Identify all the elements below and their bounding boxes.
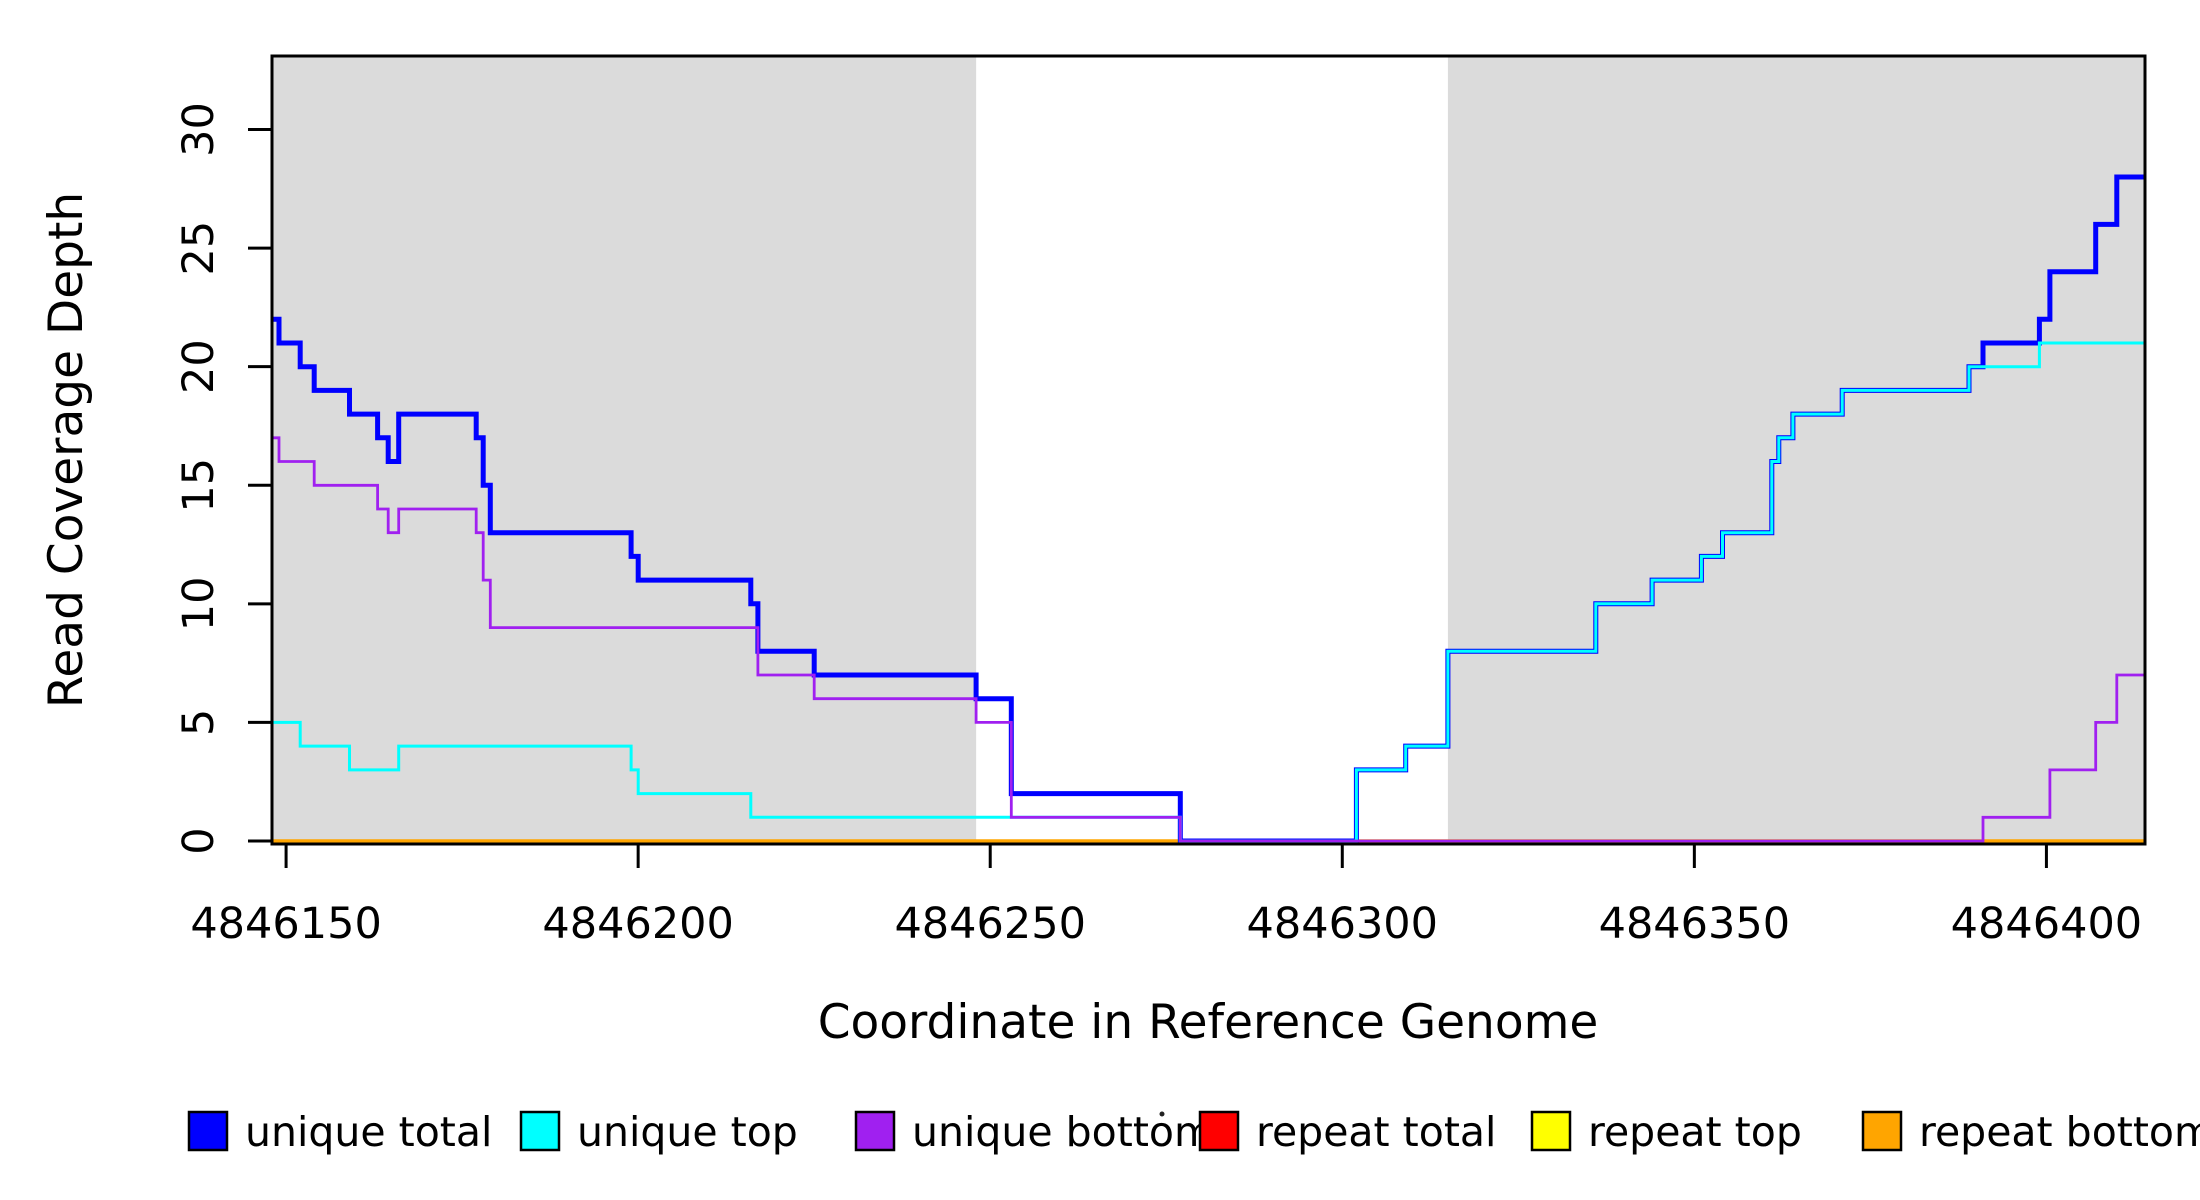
y-axis-tick-label: 10 bbox=[174, 576, 224, 631]
x-axis-tick-label: 4846350 bbox=[1599, 899, 1791, 949]
y-axis-tick-label: 15 bbox=[174, 458, 224, 513]
y-axis-title: Read Coverage Depth bbox=[39, 192, 94, 708]
legend-swatch-repeat-total bbox=[1198, 1110, 1240, 1152]
series-line-unique-bottom bbox=[272, 436, 2145, 843]
plot-border bbox=[270, 54, 2147, 846]
x-axis-tick-label: 4846200 bbox=[542, 899, 734, 949]
legend-swatch-unique-bottom bbox=[854, 1110, 896, 1152]
legend-swatch-repeat-bottom bbox=[1861, 1110, 1903, 1152]
y-axis-tick-label: 20 bbox=[174, 339, 224, 394]
shaded-regions-layer bbox=[272, 57, 2145, 843]
legend-swatch-unique-top bbox=[519, 1110, 561, 1152]
series-layer bbox=[272, 174, 2145, 844]
y-axis-tick-label: 0 bbox=[174, 827, 224, 854]
y-axis-tick-label: 25 bbox=[174, 221, 224, 276]
x-axis-tick-label: 4846250 bbox=[894, 899, 1086, 949]
legend-label-repeat-bottom: repeat bottom bbox=[1919, 1108, 2200, 1156]
y-axis-tick-label: 30 bbox=[174, 102, 224, 157]
x-axis-tick-label: 4846400 bbox=[1951, 899, 2143, 949]
shaded-region bbox=[272, 57, 977, 843]
legend-label-unique-bottom: unique bottom bbox=[912, 1108, 1214, 1156]
x-axis-tick-label: 4846300 bbox=[1247, 899, 1439, 949]
legend: unique total unique top unique bottom repea… bbox=[187, 1108, 2200, 1156]
legend-swatch-unique-total bbox=[187, 1110, 229, 1152]
axes-layer: 4846150 4846200 4846250 4846300 4846350 48464… bbox=[174, 102, 2142, 949]
y-axis-tick-label: 5 bbox=[174, 709, 224, 736]
legend-label-unique-top: unique top bbox=[577, 1108, 798, 1156]
legend-label-repeat-total: repeat total bbox=[1256, 1108, 1496, 1156]
legend-swatch-repeat-top bbox=[1530, 1110, 1572, 1152]
x-axis-tick-label: 4846150 bbox=[190, 899, 382, 949]
legend-label-repeat-top: repeat top bbox=[1588, 1108, 1802, 1156]
x-axis-title: Coordinate in Reference Genome bbox=[818, 995, 1599, 1050]
stray-mark bbox=[1159, 1111, 1165, 1117]
legend-label-unique-total: unique total bbox=[245, 1108, 492, 1156]
series-line-unique-top bbox=[272, 341, 2145, 843]
shaded-region bbox=[1447, 57, 2145, 843]
